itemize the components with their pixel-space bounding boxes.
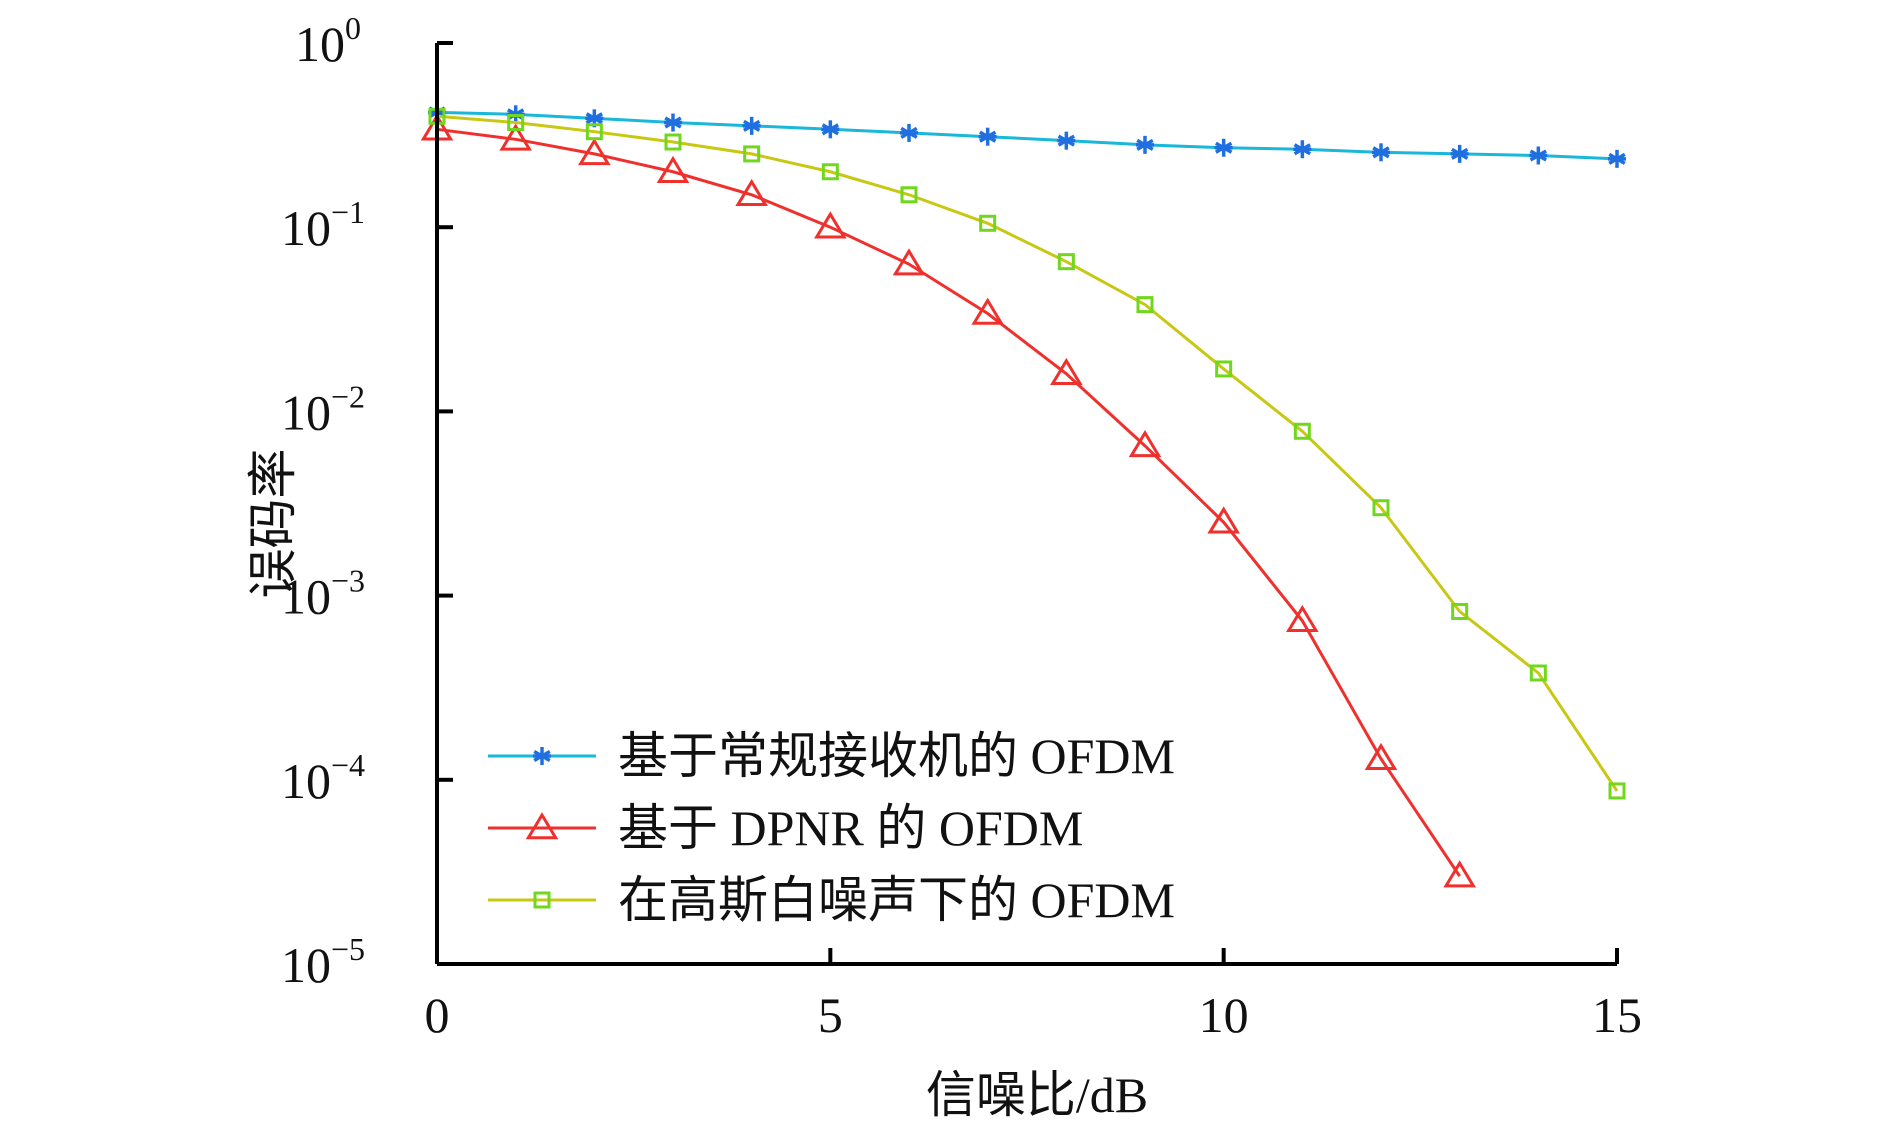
series-1-line bbox=[436, 127, 1461, 877]
series-1-point-10 bbox=[1207, 506, 1240, 534]
series-1-point-9 bbox=[1128, 429, 1162, 458]
series-1-point-1 bbox=[499, 123, 532, 151]
y-tick-label-3: 10−3 bbox=[281, 563, 365, 625]
series-2-point-5 bbox=[821, 163, 839, 181]
series-2-point-7 bbox=[979, 214, 997, 232]
series-2-point-14 bbox=[1529, 664, 1547, 682]
series-1-point-2 bbox=[578, 137, 611, 166]
series-layer bbox=[420, 103, 1626, 888]
legend-entry-0: 基于常规接收机的 OFDM bbox=[488, 728, 1175, 784]
series-1-point-11 bbox=[1286, 604, 1319, 633]
y-tick-label-0: 100 bbox=[295, 10, 361, 72]
series-0-point-12 bbox=[1372, 143, 1390, 162]
y-axis-title: 误码率 bbox=[245, 449, 301, 599]
series-1-point-4 bbox=[735, 178, 768, 207]
series-1-point-3 bbox=[656, 155, 690, 184]
x-tick-label-15: 15 bbox=[1592, 987, 1642, 1043]
legend-label-0: 基于常规接收机的 OFDM bbox=[618, 728, 1175, 784]
series-2 bbox=[428, 107, 1626, 800]
series-2-point-8 bbox=[1057, 253, 1075, 271]
series-0-point-14 bbox=[1529, 146, 1548, 165]
series-2-point-15 bbox=[1608, 782, 1626, 800]
legend-marker-2 bbox=[533, 891, 551, 909]
series-0-point-7 bbox=[978, 127, 997, 146]
series-0-point-5 bbox=[821, 120, 840, 139]
series-1-point-8 bbox=[1050, 357, 1083, 386]
legend-label-2: 在高斯白噪声下的 OFDM bbox=[618, 872, 1175, 928]
series-0-line bbox=[436, 110, 1618, 161]
series-0-point-10 bbox=[1214, 138, 1233, 157]
series-0-point-9 bbox=[1136, 135, 1154, 154]
series-2-point-12 bbox=[1372, 499, 1390, 517]
legend-marker-0 bbox=[533, 747, 551, 765]
series-0-point-13 bbox=[1450, 144, 1469, 163]
series-2-point-3 bbox=[664, 133, 682, 151]
x-tick-label-0: 0 bbox=[425, 987, 450, 1043]
series-1 bbox=[420, 113, 1476, 888]
legend-entry-2: 在高斯白噪声下的 OFDM bbox=[488, 872, 1175, 928]
series-1-point-13 bbox=[1443, 860, 1476, 888]
y-tick-label-1: 10−1 bbox=[281, 194, 365, 256]
legend-entry-1: 基于 DPNR 的 OFDM bbox=[488, 800, 1083, 856]
legend: 基于常规接收机的 OFDM 基于 DPNR 的 OFDM 在高斯白噪声下的 OFDM bbox=[488, 728, 1175, 928]
series-2-point-2 bbox=[585, 123, 603, 141]
y-tick-label-4: 10−4 bbox=[281, 747, 365, 809]
series-0-point-3 bbox=[664, 113, 682, 132]
series-2-point-1 bbox=[507, 114, 525, 132]
series-2-line bbox=[436, 114, 1619, 792]
series-1-point-12 bbox=[1364, 742, 1398, 771]
series-2-point-10 bbox=[1215, 360, 1233, 378]
axes-layer: 0 5 10 15 100 10−1 10−2 10−3 10−4 10−5 bbox=[281, 10, 1642, 1043]
series-0 bbox=[428, 103, 1626, 168]
series-1-point-7 bbox=[971, 297, 1004, 325]
legend-marker-1 bbox=[525, 812, 559, 840]
x-tick-label-10: 10 bbox=[1199, 987, 1249, 1043]
x-tick-label-5: 5 bbox=[818, 987, 843, 1043]
legend-label-1: 基于 DPNR 的 OFDM bbox=[618, 800, 1083, 856]
series-0-point-4 bbox=[742, 116, 761, 135]
series-1-point-5 bbox=[814, 211, 847, 239]
series-2-point-13 bbox=[1451, 602, 1469, 620]
series-2-point-4 bbox=[743, 145, 761, 163]
y-tick-label-5: 10−5 bbox=[281, 931, 365, 993]
series-1-point-6 bbox=[892, 248, 926, 276]
series-2-point-11 bbox=[1293, 422, 1311, 440]
series-2-point-9 bbox=[1136, 296, 1154, 314]
series-0-point-11 bbox=[1293, 140, 1312, 159]
y-tick-label-2: 10−2 bbox=[281, 378, 365, 440]
series-0-point-6 bbox=[900, 123, 918, 142]
x-axis-title: 信噪比/dB bbox=[926, 1067, 1148, 1123]
series-0-point-15 bbox=[1608, 149, 1626, 168]
series-2-point-6 bbox=[900, 186, 918, 204]
series-0-point-8 bbox=[1057, 131, 1076, 150]
